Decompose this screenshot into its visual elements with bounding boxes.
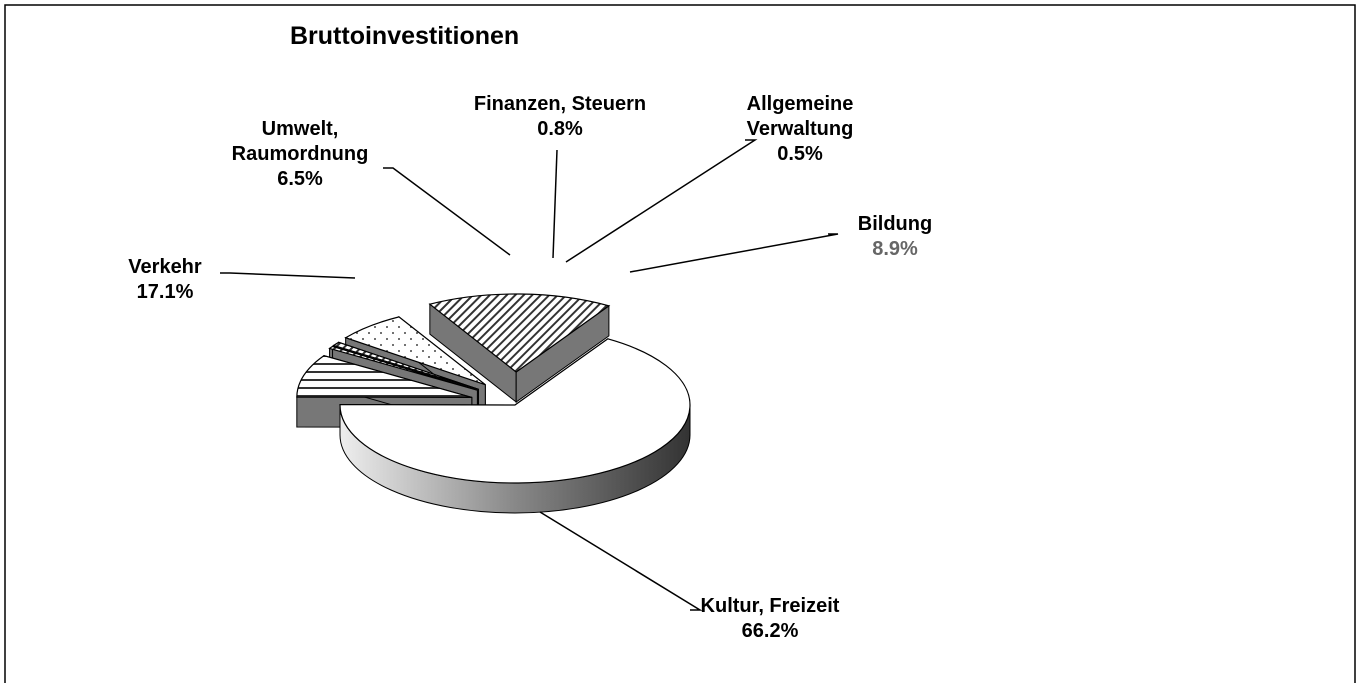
value-label: 8.9% — [872, 238, 918, 260]
leader-line — [552, 149, 558, 259]
slice-top — [428, 293, 611, 373]
value-label: 0.5% — [777, 143, 823, 165]
slice-label: Bildung 8.9% — [835, 212, 955, 262]
slice-top — [344, 316, 486, 386]
value-label: 0.8% — [537, 118, 583, 140]
slice-label: Verkehr 17.1% — [105, 255, 225, 305]
leader-line — [383, 167, 511, 256]
category-label: Kultur, Freizeit — [700, 595, 840, 617]
slice — [428, 293, 611, 404]
leader-line — [565, 139, 758, 263]
leader-line — [629, 233, 839, 273]
slice-top — [332, 341, 479, 390]
slice-top — [328, 345, 478, 391]
leader-line — [539, 511, 703, 611]
slice-label: Kultur, Freizeit 66.2% — [670, 594, 870, 644]
slice-label: Finanzen, Steuern 0.8% — [440, 92, 680, 142]
slice-top — [296, 354, 472, 399]
chart-title: Bruttoinvestitionen — [290, 22, 520, 50]
slice-label: Allgemeine Verwaltung 0.5% — [735, 92, 865, 167]
category-label: Finanzen, Steuern — [473, 93, 647, 115]
leader-line — [220, 272, 356, 279]
category-label: Allgemeine Verwaltung — [746, 93, 854, 140]
value-label: 17.1% — [136, 281, 194, 303]
value-label: 6.5% — [277, 168, 323, 190]
slice-label: Umwelt, Raumordnung 6.5% — [225, 117, 375, 192]
category-label: Bildung — [857, 213, 933, 235]
category-label: Verkehr — [128, 256, 202, 278]
frame — [4, 4, 1356, 683]
slice — [339, 337, 691, 514]
category-label: Umwelt, Raumordnung — [231, 118, 369, 165]
slice-top — [339, 338, 691, 484]
value-label: 66.2% — [741, 620, 799, 642]
